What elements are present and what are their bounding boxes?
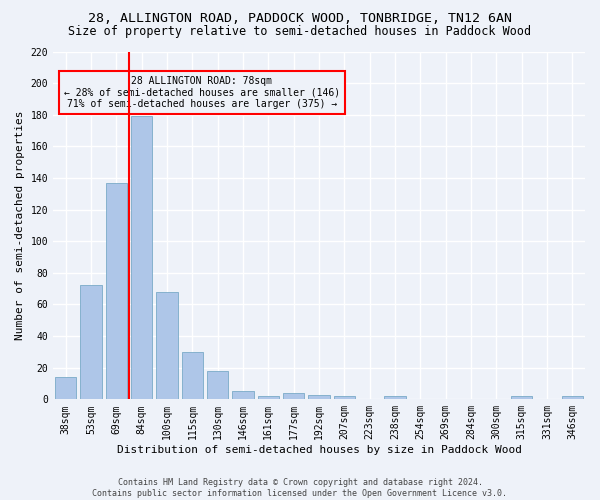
Y-axis label: Number of semi-detached properties: Number of semi-detached properties [15,110,25,340]
Bar [232,392,254,400]
Bar [384,396,406,400]
Bar [182,352,203,400]
Bar [207,371,229,400]
Bar [55,377,76,400]
Text: Contains HM Land Registry data © Crown copyright and database right 2024.
Contai: Contains HM Land Registry data © Crown c… [92,478,508,498]
Bar [131,116,152,400]
Bar [257,396,279,400]
Text: 28 ALLINGTON ROAD: 78sqm
← 28% of semi-detached houses are smaller (146)
71% of : 28 ALLINGTON ROAD: 78sqm ← 28% of semi-d… [64,76,340,109]
Text: Size of property relative to semi-detached houses in Paddock Wood: Size of property relative to semi-detach… [68,25,532,38]
Bar [562,396,583,400]
X-axis label: Distribution of semi-detached houses by size in Paddock Wood: Distribution of semi-detached houses by … [116,445,521,455]
Bar [308,394,330,400]
Bar [283,393,304,400]
Bar [80,286,102,400]
Bar [106,182,127,400]
Bar [156,292,178,400]
Bar [334,396,355,400]
Bar [511,396,532,400]
Text: 28, ALLINGTON ROAD, PADDOCK WOOD, TONBRIDGE, TN12 6AN: 28, ALLINGTON ROAD, PADDOCK WOOD, TONBRI… [88,12,512,26]
